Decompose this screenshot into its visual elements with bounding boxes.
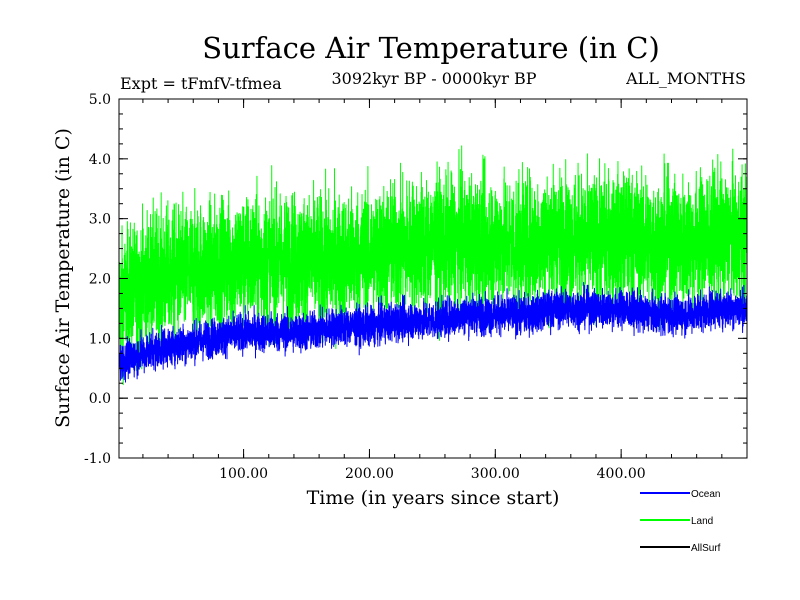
- x-axis-label: Time (in years since start): [307, 487, 560, 509]
- series-line-ocean: [118, 282, 748, 383]
- y-tick-label: 2.0: [89, 272, 111, 288]
- series-line-land: [118, 145, 748, 386]
- y-tick-label: 5.0: [89, 92, 111, 108]
- y-axis-label: Surface Air Temperature (in C): [52, 128, 74, 428]
- legend: Ocean Land AllSurf: [640, 489, 721, 554]
- months-label: ALL_MONTHS: [625, 69, 746, 88]
- y-tick-label: 4.0: [89, 152, 111, 168]
- x-tick-label: 400.00: [597, 466, 646, 482]
- period-label: 3092kyr BP - 0000kyr BP: [332, 69, 537, 88]
- y-tick-label: 3.0: [89, 212, 111, 228]
- y-tick-label: -1.0: [84, 451, 111, 467]
- experiment-label: Expt = tFmfV-tfmea: [120, 74, 282, 93]
- legend-label-allsurf: AllSurf: [691, 543, 721, 554]
- x-tick-label: 100.00: [219, 466, 268, 482]
- x-tick-label: 200.00: [345, 466, 394, 482]
- chart-title: Surface Air Temperature (in C): [202, 31, 660, 65]
- y-tick-label: 0.0: [89, 391, 111, 407]
- x-tick-label: 300.00: [471, 466, 520, 482]
- y-tick-label: 1.0: [89, 331, 111, 347]
- legend-label-ocean: Ocean: [691, 489, 720, 500]
- axes: -1.0 0.0 1.0 2.0 3.0 4.0 5.0 100.00 200.00 300.00…: [84, 92, 747, 482]
- plot-area: [118, 145, 748, 399]
- legend-label-land: Land: [691, 516, 713, 527]
